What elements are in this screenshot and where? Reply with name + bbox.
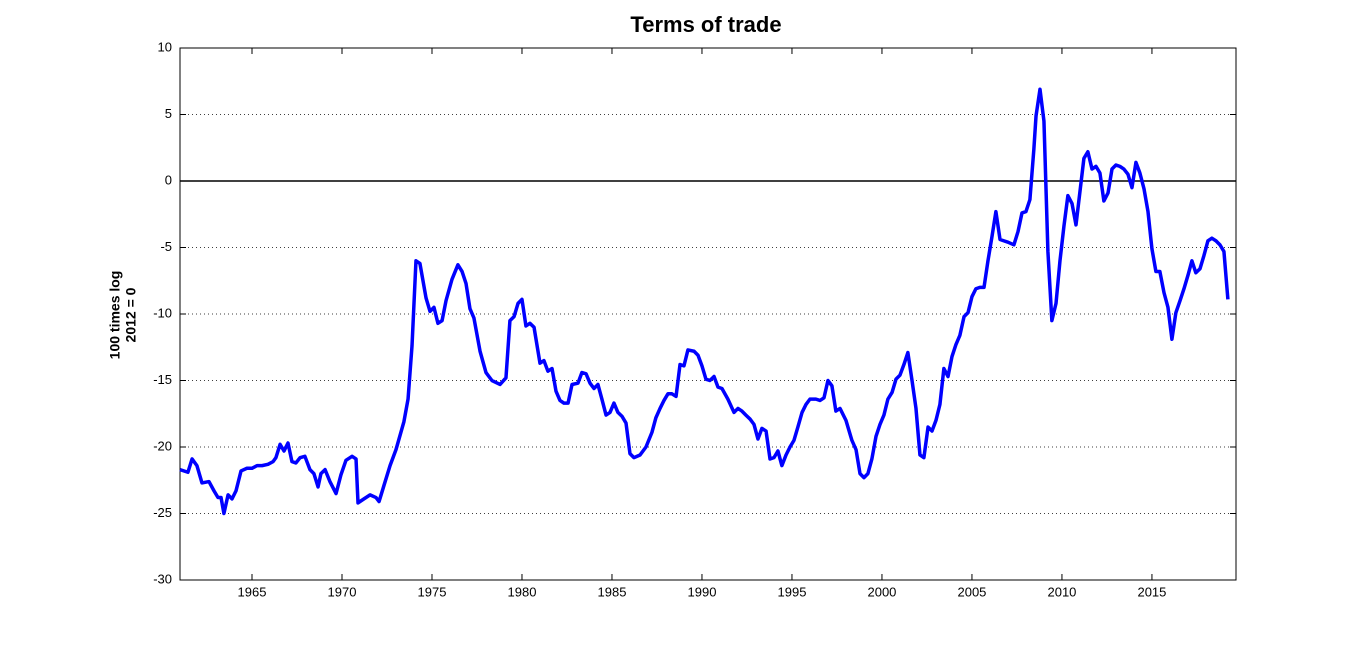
y-tick-label: -30 bbox=[153, 571, 172, 586]
y-tick-label: -20 bbox=[153, 438, 172, 453]
y-tick-label: -5 bbox=[160, 239, 172, 254]
y-tick-label: -25 bbox=[153, 505, 172, 520]
y-tick-label: 0 bbox=[165, 172, 172, 187]
x-tick-label: 1985 bbox=[598, 584, 627, 599]
x-tick-label: 2000 bbox=[867, 584, 896, 599]
y-tick-label: -10 bbox=[153, 305, 172, 320]
chart-title: Terms of trade bbox=[630, 12, 781, 37]
x-tick-label: 1975 bbox=[418, 584, 447, 599]
y-tick-label: -15 bbox=[153, 372, 172, 387]
x-tick-label: 1970 bbox=[328, 584, 357, 599]
x-tick-label: 1965 bbox=[238, 584, 267, 599]
x-tick-label: 2010 bbox=[1047, 584, 1076, 599]
y-tick-label: 10 bbox=[158, 39, 172, 54]
x-tick-label: 2015 bbox=[1137, 584, 1166, 599]
x-tick-label: 1990 bbox=[688, 584, 717, 599]
x-tick-label: 2005 bbox=[957, 584, 986, 599]
y-tick-label: 5 bbox=[165, 106, 172, 121]
series-line bbox=[179, 87, 1230, 516]
x-tick-label: 1980 bbox=[508, 584, 537, 599]
y-axis-label: 100 times log bbox=[107, 271, 123, 360]
y-axis-label: 2012 = 0 bbox=[123, 287, 139, 342]
x-tick-label: 1995 bbox=[778, 584, 807, 599]
